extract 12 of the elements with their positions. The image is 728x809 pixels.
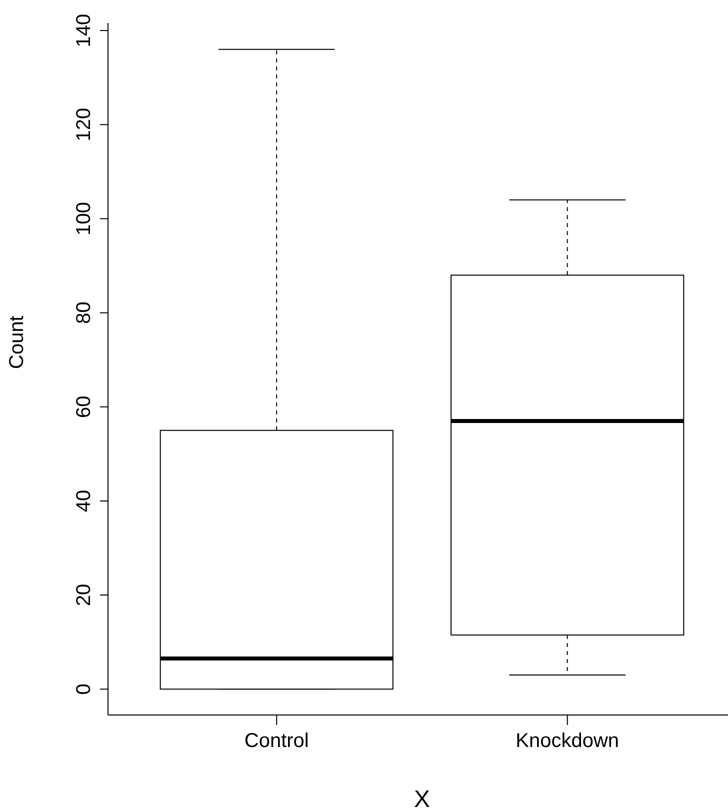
x-tick-label: Knockdown	[516, 730, 620, 752]
y-tick-label: 60	[73, 396, 95, 418]
y-tick-label: 100	[73, 202, 95, 236]
y-axis-title: Count	[6, 315, 28, 369]
x-tick-label: Control	[244, 730, 309, 752]
y-tick-label: 140	[73, 14, 95, 48]
x-axis-title: X	[414, 786, 430, 809]
y-tick-label: 120	[73, 108, 95, 142]
y-tick-label: 0	[73, 684, 95, 695]
y-tick-label: 80	[73, 302, 95, 324]
y-tick-label: 40	[73, 490, 95, 512]
y-tick-label: 20	[73, 584, 95, 606]
